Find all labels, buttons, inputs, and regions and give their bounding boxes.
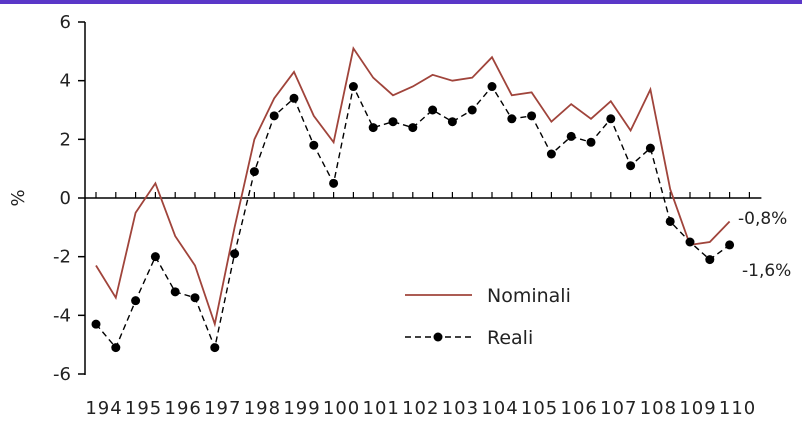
data-point-reali-1 — [111, 343, 121, 353]
y-tick-label-3: 0 — [60, 188, 71, 209]
data-point-reali-2 — [131, 296, 141, 306]
y-tick-label-0: 6 — [60, 12, 71, 33]
y-tick-label-2: 2 — [60, 129, 71, 150]
data-point-reali-26 — [606, 114, 616, 124]
y-axis-ticks: 6 4 2 0 -2 -4 -6 — [53, 12, 85, 385]
data-point-reali-29 — [665, 216, 675, 226]
data-point-reali-8 — [249, 167, 259, 177]
legend: Nominali Reali — [405, 285, 571, 349]
x-tick-label-2002: 102 — [402, 398, 439, 419]
data-point-reali-7 — [230, 249, 240, 259]
data-point-reali-11 — [309, 140, 319, 150]
y-axis-label: % — [8, 189, 29, 206]
data-point-reali-32 — [725, 240, 735, 250]
x-tick-label-1994: 194 — [85, 398, 122, 419]
data-point-reali-25 — [586, 137, 596, 147]
data-point-reali-6 — [210, 343, 220, 353]
x-tick-label-2007: 107 — [600, 398, 637, 419]
data-point-reali-23 — [546, 149, 556, 159]
x-tick-label-2010: 110 — [719, 398, 756, 419]
x-axis-ticks: 194 195 196 197 198 199 100 101 102 103 104 105 106 1… — [85, 192, 756, 419]
y-tick-label-4: -2 — [53, 247, 71, 268]
data-point-reali-24 — [566, 131, 576, 141]
data-point-reali-13 — [348, 82, 358, 92]
data-point-reali-31 — [705, 255, 715, 265]
x-tick-label-2008: 108 — [640, 398, 677, 419]
data-point-reali-28 — [645, 143, 655, 153]
data-point-reali-27 — [626, 161, 636, 171]
legend-label-nominali: Nominali — [487, 285, 571, 307]
x-tick-label-1997: 197 — [204, 398, 241, 419]
data-point-reali-16 — [408, 123, 418, 133]
data-point-reali-17 — [428, 105, 438, 115]
data-point-reali-3 — [150, 252, 160, 262]
data-point-reali-19 — [467, 105, 477, 115]
data-point-reali-9 — [269, 111, 279, 121]
legend-label-reali: Reali — [487, 327, 533, 349]
annotation-nominali-last: -0,8% — [738, 209, 787, 229]
data-point-reali-20 — [487, 82, 497, 92]
x-tick-label-1998: 198 — [244, 398, 281, 419]
series-layer — [91, 46, 735, 353]
data-point-reali-12 — [329, 178, 339, 188]
data-point-reali-5 — [190, 293, 200, 303]
x-tick-label-2003: 103 — [442, 398, 479, 419]
legend-marker-reali — [433, 332, 443, 342]
y-tick-label-6: -6 — [53, 364, 71, 385]
data-point-reali-30 — [685, 237, 695, 247]
x-tick-label-1995: 195 — [125, 398, 162, 419]
x-tick-label-2006: 106 — [561, 398, 598, 419]
series-line-nominali — [95, 46, 731, 328]
top-accent-bar — [0, 0, 802, 4]
data-point-reali-0 — [91, 319, 101, 329]
data-point-reali-4 — [170, 287, 180, 297]
data-point-reali-15 — [388, 117, 398, 127]
annotation-reali-last: -1,6% — [742, 261, 791, 281]
y-tick-label-1: 4 — [60, 71, 71, 92]
y-tick-label-5: -4 — [53, 305, 71, 326]
data-point-reali-21 — [507, 114, 517, 124]
x-tick-label-2001: 101 — [363, 398, 400, 419]
data-point-reali-22 — [527, 111, 537, 121]
x-tick-label-2004: 104 — [481, 398, 518, 419]
data-point-reali-10 — [289, 93, 299, 103]
data-point-reali-18 — [447, 117, 457, 127]
x-tick-label-2000: 100 — [323, 398, 360, 419]
x-tick-label-1999: 199 — [283, 398, 320, 419]
x-tick-label-1996: 196 — [165, 398, 202, 419]
x-tick-label-2009: 109 — [679, 398, 716, 419]
x-tick-label-2005: 105 — [521, 398, 558, 419]
data-point-reali-14 — [368, 123, 378, 133]
